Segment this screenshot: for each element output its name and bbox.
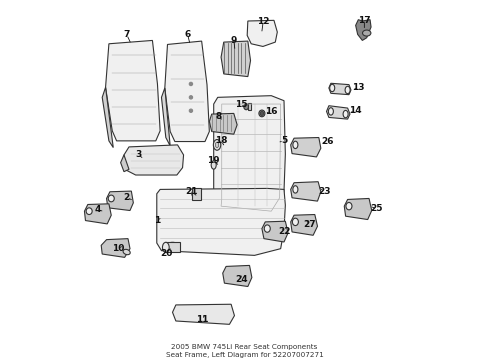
Text: 23: 23 — [318, 186, 330, 195]
Ellipse shape — [362, 30, 370, 36]
Text: 16: 16 — [264, 107, 277, 116]
Text: 14: 14 — [348, 106, 361, 115]
Polygon shape — [290, 182, 320, 201]
Ellipse shape — [244, 104, 248, 110]
Ellipse shape — [108, 195, 114, 202]
Text: 4: 4 — [95, 205, 101, 214]
Polygon shape — [326, 106, 349, 119]
Ellipse shape — [189, 82, 192, 86]
Text: 2005 BMW 745Li Rear Seat Components
Seat Frame, Left Diagram for 52207007271: 2005 BMW 745Li Rear Seat Components Seat… — [165, 344, 323, 358]
Text: 25: 25 — [370, 204, 382, 213]
Text: 24: 24 — [234, 275, 247, 284]
Polygon shape — [222, 265, 251, 287]
Polygon shape — [124, 145, 183, 175]
Ellipse shape — [162, 242, 169, 252]
Ellipse shape — [260, 111, 263, 116]
Text: 11: 11 — [196, 315, 208, 324]
Text: 7: 7 — [123, 30, 130, 39]
Text: 9: 9 — [230, 36, 237, 45]
Text: 18: 18 — [214, 136, 227, 145]
Ellipse shape — [292, 141, 297, 149]
Ellipse shape — [345, 86, 349, 94]
Polygon shape — [106, 191, 133, 211]
Ellipse shape — [164, 242, 180, 252]
Ellipse shape — [215, 142, 218, 148]
Polygon shape — [105, 40, 160, 141]
Text: 21: 21 — [185, 187, 198, 196]
Polygon shape — [209, 113, 237, 134]
Bar — [164, 242, 180, 252]
Text: 17: 17 — [357, 16, 370, 25]
Bar — [247, 103, 250, 110]
Text: 5: 5 — [280, 136, 286, 145]
Polygon shape — [213, 96, 285, 211]
Text: 6: 6 — [184, 30, 190, 39]
Polygon shape — [290, 215, 317, 235]
Text: 2: 2 — [123, 193, 129, 202]
Ellipse shape — [292, 218, 298, 226]
Ellipse shape — [292, 186, 297, 193]
Text: 1: 1 — [153, 216, 160, 225]
Text: 3: 3 — [135, 150, 141, 159]
Polygon shape — [101, 239, 130, 257]
Text: 22: 22 — [277, 228, 290, 237]
Polygon shape — [161, 88, 170, 146]
Polygon shape — [262, 221, 287, 242]
Text: 15: 15 — [234, 100, 247, 109]
Ellipse shape — [189, 96, 192, 99]
Ellipse shape — [86, 208, 92, 215]
Ellipse shape — [258, 110, 264, 117]
Polygon shape — [290, 138, 320, 157]
Text: 8: 8 — [215, 112, 221, 121]
Polygon shape — [102, 87, 113, 148]
Polygon shape — [191, 188, 201, 201]
Polygon shape — [328, 83, 350, 95]
Polygon shape — [246, 21, 277, 46]
Ellipse shape — [343, 111, 347, 118]
Text: 19: 19 — [207, 157, 220, 166]
Text: 27: 27 — [303, 220, 315, 229]
Polygon shape — [344, 198, 371, 220]
Polygon shape — [84, 204, 111, 224]
Polygon shape — [172, 304, 234, 324]
Ellipse shape — [123, 249, 130, 255]
Text: 20: 20 — [161, 248, 173, 257]
Polygon shape — [355, 20, 370, 40]
Text: 26: 26 — [321, 137, 333, 146]
Text: 10: 10 — [112, 244, 124, 253]
Ellipse shape — [189, 109, 192, 112]
Ellipse shape — [345, 202, 351, 210]
Polygon shape — [164, 41, 209, 141]
Text: 13: 13 — [351, 83, 364, 92]
Ellipse shape — [211, 161, 216, 169]
Polygon shape — [157, 188, 285, 255]
Ellipse shape — [191, 190, 200, 198]
Ellipse shape — [328, 108, 333, 115]
Text: 12: 12 — [257, 17, 269, 26]
Polygon shape — [221, 41, 250, 77]
Ellipse shape — [329, 84, 334, 92]
Ellipse shape — [213, 140, 220, 150]
Polygon shape — [121, 155, 129, 172]
Ellipse shape — [264, 225, 270, 232]
